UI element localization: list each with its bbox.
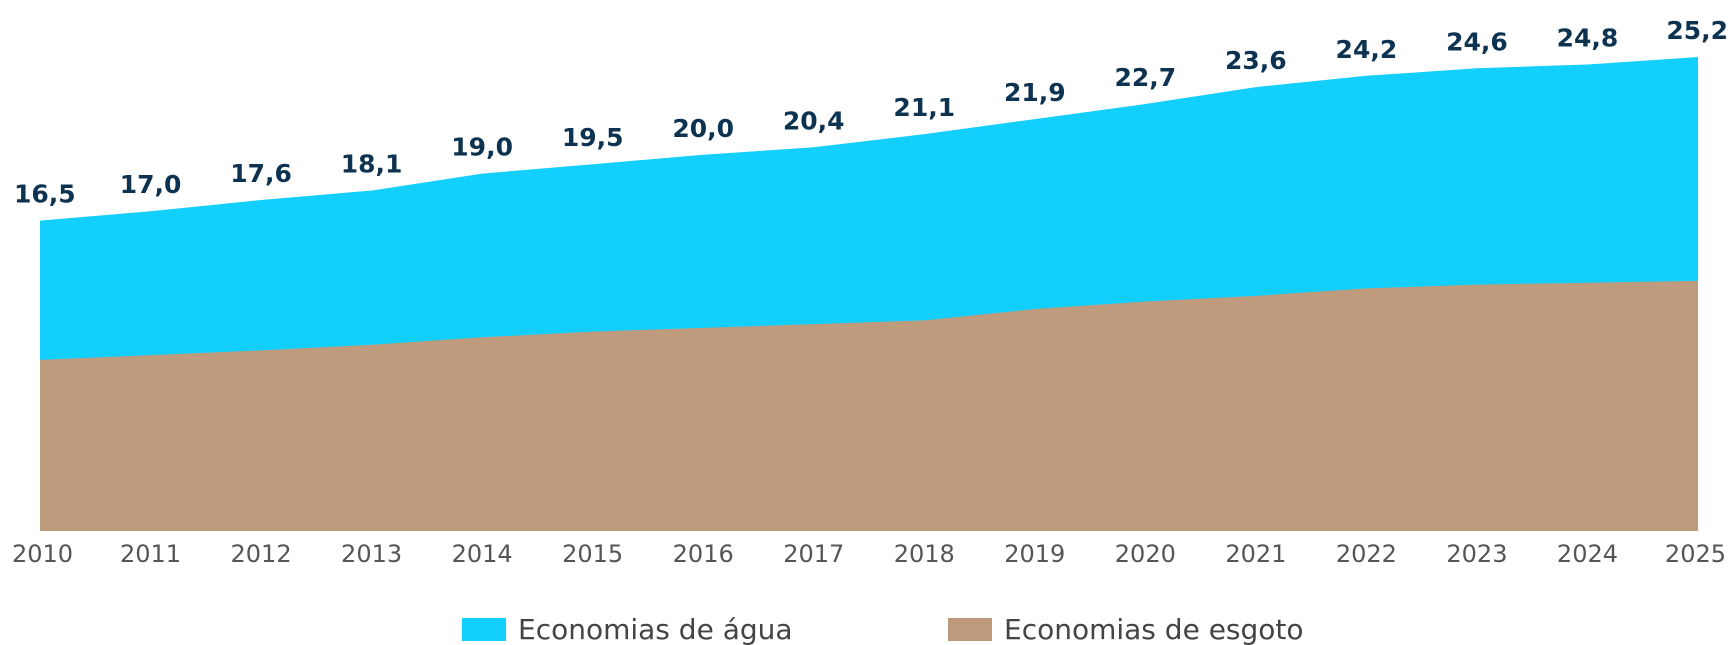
x-tick-label: 2013 [341, 540, 402, 568]
legend-label: Economias de água [518, 613, 793, 645]
data-label: 21,1 [893, 93, 955, 122]
x-tick-label: 2023 [1446, 540, 1507, 568]
x-tick-label: 2012 [231, 540, 292, 568]
x-tick-label: 2015 [562, 540, 623, 568]
x-tick-label: 2021 [1225, 540, 1286, 568]
data-label: 25,2 [1666, 16, 1728, 45]
x-tick-label: 2017 [783, 540, 844, 568]
legend-swatch [948, 618, 992, 641]
x-tick-label: 2019 [1004, 540, 1065, 568]
x-tick-label: 2010 [12, 540, 73, 568]
x-tick-label: 2022 [1336, 540, 1397, 568]
x-tick-label: 2014 [452, 540, 513, 568]
data-label: 22,7 [1114, 63, 1176, 92]
data-label: 19,0 [451, 133, 513, 162]
data-label: 21,9 [1004, 78, 1066, 107]
data-label: 16,5 [14, 180, 76, 209]
data-label: 18,1 [341, 150, 403, 179]
area [40, 280, 1698, 531]
data-label: 24,8 [1557, 24, 1619, 53]
data-label: 23,6 [1225, 46, 1287, 75]
x-tick-label: 2020 [1115, 540, 1176, 568]
data-label: 17,0 [120, 170, 182, 199]
x-tick-label: 2016 [673, 540, 734, 568]
data-label: 20,4 [783, 106, 845, 135]
data-label: 19,5 [562, 123, 624, 152]
x-tick-label: 2025 [1665, 540, 1726, 568]
x-tick-label: 2011 [120, 540, 181, 568]
data-label: 17,6 [230, 159, 292, 188]
legend-swatch [462, 618, 506, 641]
data-label: 24,2 [1336, 35, 1398, 64]
x-tick-label: 2018 [894, 540, 955, 568]
data-label: 20,0 [672, 114, 734, 143]
legend-label: Economias de esgoto [1004, 613, 1304, 645]
data-label: 24,6 [1446, 27, 1508, 56]
x-tick-label: 2024 [1557, 540, 1618, 568]
